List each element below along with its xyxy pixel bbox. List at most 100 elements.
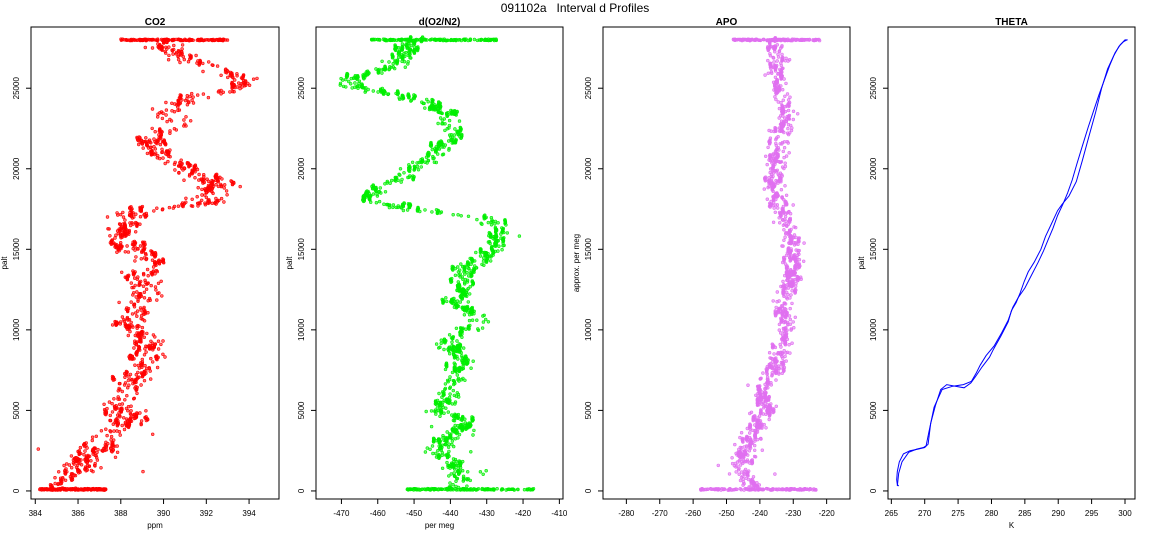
data-point [501, 244, 505, 248]
data-point [757, 400, 762, 404]
x-tick-label: 388 [114, 509, 128, 518]
data-point [107, 400, 112, 404]
data-point [383, 190, 388, 194]
data-point [777, 367, 781, 371]
data-point [381, 67, 385, 72]
data-point [378, 38, 382, 42]
data-point [440, 121, 444, 126]
data-point [735, 487, 739, 492]
data-point [144, 287, 149, 291]
data-point [730, 488, 734, 492]
data-point [89, 459, 93, 463]
panel-title: CO2 [145, 17, 166, 28]
data-point [163, 49, 167, 54]
data-point [456, 304, 461, 308]
data-point [176, 204, 181, 208]
data-point [127, 228, 132, 233]
data-point [171, 206, 176, 210]
data-point [219, 73, 223, 78]
data-point [776, 72, 780, 76]
data-point [213, 175, 218, 179]
data-point [112, 444, 117, 448]
data-point [489, 246, 494, 251]
data-point [146, 274, 150, 278]
data-point [149, 339, 153, 343]
data-point [426, 150, 431, 155]
data-point [425, 97, 429, 102]
data-point [188, 172, 192, 177]
data-point [48, 483, 53, 487]
data-point [468, 292, 472, 296]
data-point [484, 317, 488, 322]
data-point [390, 52, 394, 56]
data-point [782, 228, 786, 232]
data-point [140, 204, 145, 209]
data-point [69, 472, 74, 476]
data-point [794, 38, 798, 42]
data-point [88, 487, 92, 491]
data-point [460, 358, 464, 363]
data-point [444, 296, 448, 300]
data-point [378, 186, 382, 190]
data-point [162, 138, 166, 142]
data-point [190, 98, 194, 102]
data-point [701, 488, 706, 492]
data-point [775, 206, 780, 210]
data-point [749, 410, 754, 414]
data-point [744, 436, 748, 440]
data-point [461, 487, 465, 491]
data-point [784, 193, 789, 198]
data-point [145, 331, 149, 336]
data-point [468, 285, 472, 289]
plot-frame [602, 26, 851, 500]
data-point [788, 296, 792, 300]
data-point [783, 184, 787, 188]
data-point [401, 55, 405, 59]
data-point [428, 447, 432, 451]
data-point [189, 204, 194, 208]
data-point [144, 415, 148, 419]
data-point [517, 234, 522, 238]
data-point [196, 59, 200, 63]
data-point [185, 96, 189, 101]
data-point [176, 98, 181, 103]
data-point [437, 147, 442, 151]
data-point [448, 352, 452, 356]
data-point [746, 383, 750, 387]
data-point [451, 297, 455, 301]
data-point [146, 281, 150, 285]
data-point [773, 35, 777, 40]
data-point [214, 183, 218, 187]
data-point [781, 66, 785, 71]
data-point [802, 487, 807, 491]
data-point [95, 458, 100, 462]
data-point [394, 175, 399, 180]
data-point [799, 487, 804, 491]
data-point [40, 487, 44, 491]
data-point [471, 433, 475, 437]
data-point [464, 477, 469, 481]
data-point [87, 464, 92, 468]
data-point [428, 487, 433, 492]
data-point [402, 201, 406, 205]
data-point [63, 468, 67, 472]
data-point [161, 352, 165, 356]
data-point [431, 436, 436, 440]
data-point [486, 220, 490, 225]
data-point [198, 37, 202, 42]
data-point [788, 487, 792, 491]
data-point [429, 140, 433, 145]
data-point [466, 300, 470, 304]
data-point [783, 235, 787, 239]
data-point [209, 37, 213, 42]
data-point [769, 199, 773, 204]
x-tick-label: -240 [752, 509, 769, 518]
data-point [789, 293, 793, 297]
data-point [469, 487, 473, 491]
data-point [443, 38, 448, 43]
data-point [216, 90, 221, 94]
data-point [423, 106, 427, 110]
data-point [450, 276, 454, 281]
data-point [133, 241, 138, 245]
data-point [734, 470, 738, 474]
